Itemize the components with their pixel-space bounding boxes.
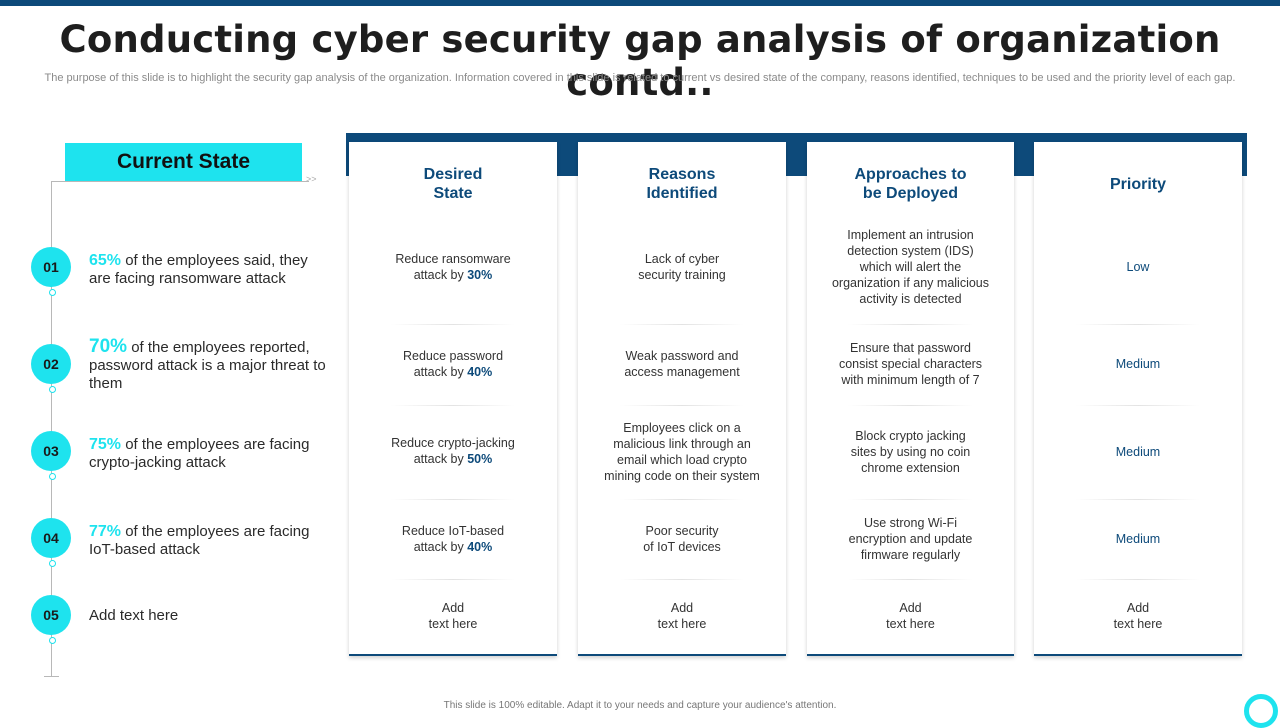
reason-cell: Add text here [657,601,707,631]
timeline-end-tick [44,676,59,677]
timeline-connector [51,181,309,182]
timeline-dot [49,289,56,296]
column-header: Desired State [423,166,483,202]
row-divider [1075,499,1201,500]
row-divider [1075,579,1201,580]
priority-cell: Medium [1115,445,1161,459]
step-badge-02: 02 [31,344,71,384]
timeline-line [51,181,52,676]
row-divider [619,405,745,406]
priority-cell: Low [1126,260,1150,274]
cell-text: Reduce password attack by [402,349,504,379]
item-percent: 70% [89,336,128,357]
approach-cell: Implement an intrusion detection system … [831,228,990,306]
cell-highlight: 40% [467,365,493,379]
desired-state-cell: Reduce password attack by 40% [349,348,557,380]
column-header: Approaches to be Deployed [854,166,967,202]
item-text: of the employees said, they are facing r… [89,252,308,287]
current-state-item-01: 65% of the employees said, they are faci… [89,252,329,288]
row-divider [619,499,745,500]
cell-highlight: 30% [467,268,493,282]
row-divider [390,405,516,406]
item-percent: 75% [89,436,122,453]
current-state-item-03: 75% of the employees are facing crypto-j… [89,436,329,472]
cell-text: Reduce IoT-based attack by [401,524,505,554]
reason-cell: Poor security of IoT devices [643,524,721,554]
item-text: Add text here [89,607,179,624]
timeline-dot [49,386,56,393]
desired-state-cell: Add text here [428,601,478,631]
cell-text: Reduce crypto-jacking attack by [391,436,515,466]
footer-note: This slide is 100% editable. Adapt it to… [443,700,837,711]
item-text: of the employees reported, password atta… [89,339,326,392]
reason-cell: Lack of cyber security training [638,252,726,282]
current-state-item-04: 77% of the employees are facing IoT-base… [89,523,329,559]
step-badge-04: 04 [31,518,71,558]
item-percent: 77% [89,523,122,540]
priority-cell: Medium [1115,357,1161,371]
item-percent: 65% [89,252,122,269]
approach-cell: Ensure that password consist special cha… [838,341,983,387]
row-divider [390,579,516,580]
row-divider [619,324,745,325]
priority-column: Priority Low Medium Medium Medium Add te… [1034,142,1242,656]
row-divider [1075,324,1201,325]
item-text: of the employees are facing IoT-based at… [89,523,310,558]
row-divider [390,499,516,500]
top-accent-bar [0,0,1280,6]
row-divider [1075,405,1201,406]
step-badge-01: 01 [31,247,71,287]
step-badge-03: 03 [31,431,71,471]
reasons-identified-column: Reasons Identified Lack of cyber securit… [578,142,786,656]
approach-cell: Block crypto jacking sites by using no c… [850,429,971,475]
timeline-dot [49,637,56,644]
timeline-dot [49,560,56,567]
row-divider [619,579,745,580]
row-divider [848,579,973,580]
reason-cell: Weak password and access management [624,349,740,379]
approach-cell: Use strong Wi-Fi encryption and update f… [848,516,973,562]
page-title: Conducting cyber security gap analysis o… [59,18,1221,104]
desired-state-cell: Reduce ransomware attack by 30% [349,251,557,283]
cell-highlight: 50% [467,452,493,466]
priority-cell: Medium [1115,532,1161,546]
desired-state-cell: Reduce IoT-based attack by 40% [349,523,557,555]
approach-cell: Add text here [886,601,935,631]
current-state-item-02: 70% of the employees reported, password … [89,336,329,393]
desired-state-cell: Reduce crypto-jacking attack by 50% [349,435,557,467]
page-subtitle: The purpose of this slide is to highligh… [44,72,1236,84]
approaches-column: Approaches to be Deployed Implement an i… [807,142,1014,656]
row-divider [390,324,516,325]
decorative-ring-icon [1244,694,1278,728]
cell-highlight: 40% [467,540,493,554]
reason-cell: Employees click on a malicious link thro… [604,421,760,483]
row-divider [848,324,973,325]
current-state-item-05: Add text here [89,607,329,625]
row-divider [848,405,973,406]
row-divider [848,499,973,500]
timeline-dot [49,473,56,480]
connector-arrow-icon: >> [306,174,317,184]
step-badge-05: 05 [31,595,71,635]
priority-cell: Add text here [1113,601,1163,631]
desired-state-column: Desired State Reduce ransomware attack b… [349,142,557,656]
column-header: Reasons Identified [646,166,718,202]
column-header: Priority [1109,176,1166,193]
cell-text: Reduce ransomware attack by [395,252,511,282]
current-state-header: Current State [65,143,302,181]
item-text: of the employees are facing crypto-jacki… [89,436,310,471]
